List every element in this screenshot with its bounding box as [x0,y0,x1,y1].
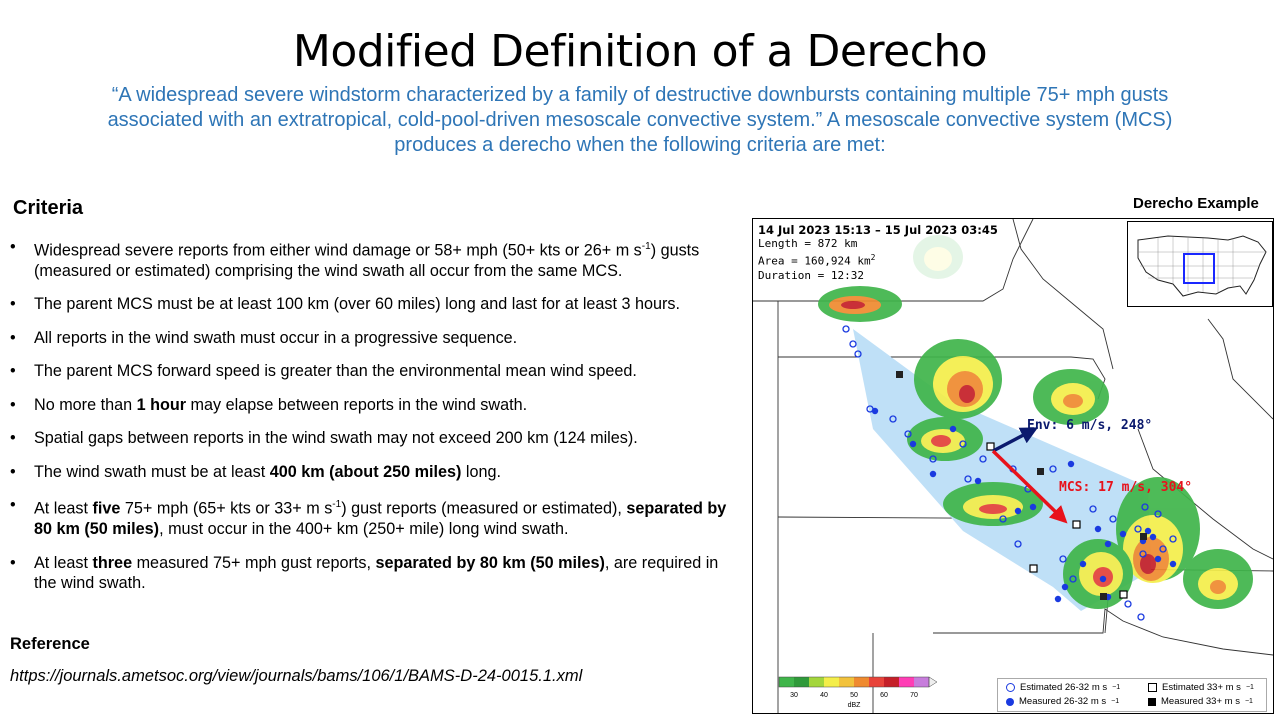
slide-title: Modified Definition of a Derecho [292,26,988,77]
open-circle-icon [1006,683,1015,692]
criteria-list: Widespread severe reports from either wi… [10,237,740,607]
colorbar-tick-label: 70 [910,692,918,699]
colorbar-segment [779,677,794,687]
colorbar-segment [839,677,854,687]
report-legend: Estimated 26-32 m s −1 Measured 26-32 m s… [997,678,1267,712]
colorbar-segment [884,677,899,687]
colorbar-tick-label: 40 [820,692,828,699]
colorbar-segment [824,677,839,687]
criterion-item: The parent MCS must be at least 100 km (… [10,294,740,315]
event-info: 14 Jul 2023 15:13 – 15 Jul 2023 03:45 Le… [758,223,998,283]
example-label: Derecho Example [1133,195,1259,212]
definition-quote: “A widespread severe windstorm character… [107,84,1173,156]
colorbar-extend-arrow [928,676,938,688]
derecho-example-map: Env: 6 m/s, 248° MCS: 17 m/s, 304° 14 Ju… [752,218,1274,714]
open-square-icon [1148,683,1157,692]
env-wind-arrow [992,427,1039,453]
colorbar-segment [809,677,824,687]
filled-square-icon [1148,697,1156,706]
colorbar-tick-label: 60 [880,692,888,699]
colorbar-unit: dBZ [848,702,862,709]
criterion-item: The parent MCS forward speed is greater … [10,361,740,382]
event-length: Length = 872 km [758,237,858,250]
event-region-box [1183,253,1215,284]
legend-measured-26-32: Measured 26-32 m s −1 [1006,696,1119,707]
filled-circle-icon [1006,697,1014,706]
criteria-heading: Criteria [13,197,84,219]
event-date-range: 14 Jul 2023 15:13 – 15 Jul 2023 03:45 [758,223,998,237]
event-area: Area = 160,924 km2 [758,253,876,268]
colorbar-tick-label: 30 [790,692,798,699]
reference-link[interactable]: https://journals.ametsoc.org/view/journa… [10,667,583,685]
criterion-item: At least three measured 75+ mph gust rep… [10,553,740,594]
criterion-item: The wind swath must be at least 400 km (… [10,462,740,483]
legend-measured-33: Measured 33+ m s −1 [1148,696,1253,707]
colorbar-segment [899,677,914,687]
us-locator-inset [1127,221,1273,307]
criterion-item: At least five 75+ mph (65+ kts or 33+ m … [10,495,740,539]
criterion-item: Widespread severe reports from either wi… [10,237,740,281]
env-vector-label: Env: 6 m/s, 248° [1027,418,1152,433]
mcs-vector-label: MCS: 17 m/s, 304° [1059,480,1192,495]
criterion-item: Spatial gaps between reports in the wind… [10,428,740,449]
reflectivity-colorbar: 30 40 50 60 70 dBZ [777,675,938,713]
reference-heading: Reference [10,635,90,653]
event-duration: Duration = 12:32 [758,268,864,282]
legend-estimated-26-32: Estimated 26-32 m s −1 [1006,682,1120,693]
colorbar-segment [854,677,869,687]
colorbar-segment [869,677,884,687]
colorbar-segment [794,677,809,687]
mcs-motion-arrow [991,449,1068,524]
radar-map-graphic: Env: 6 m/s, 248° MCS: 17 m/s, 304° [753,219,1273,713]
colorbar-tick-label: 50 [850,692,858,699]
criterion-item: All reports in the wind swath must occur… [10,328,740,349]
legend-estimated-33: Estimated 33+ m s −1 [1148,682,1254,693]
criterion-item: No more than 1 hour may elapse between r… [10,395,740,416]
us-outline-graphic [1137,235,1267,297]
colorbar-segment [914,677,929,687]
